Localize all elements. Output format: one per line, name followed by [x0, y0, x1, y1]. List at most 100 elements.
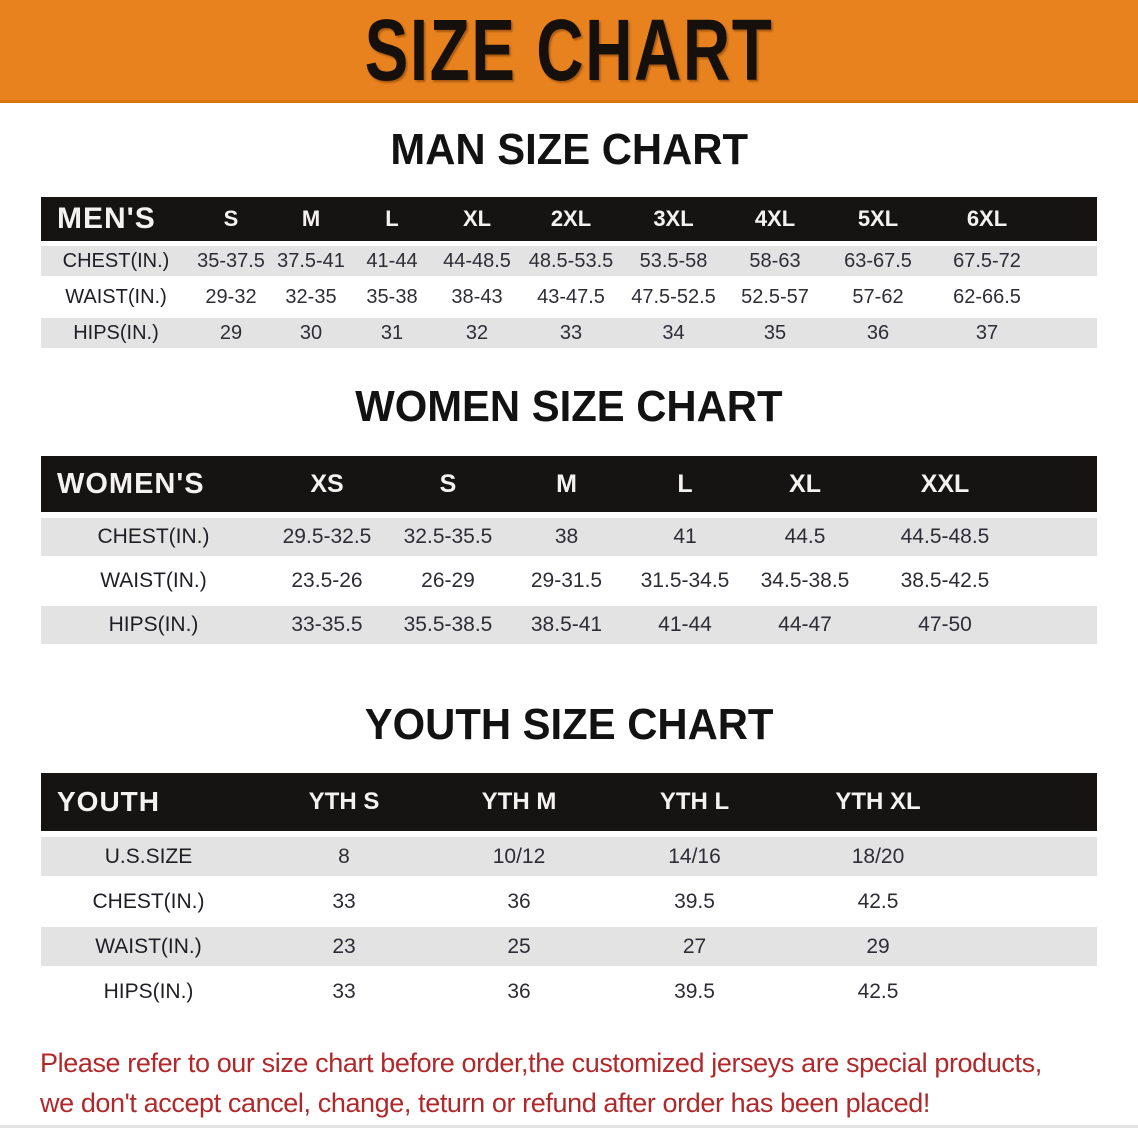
table-cell: 38: [508, 518, 625, 562]
row-label: CHEST(IN.): [41, 518, 266, 562]
table-cell: 39.5: [606, 882, 783, 927]
table-cell: 57-62: [824, 282, 932, 318]
order-disclaimer: Please refer to our size chart before or…: [40, 1043, 1108, 1123]
table-cell: 43-47.5: [521, 282, 621, 318]
row-label: CHEST(IN.): [41, 882, 256, 927]
youth-corner-label: YOUTH: [41, 773, 256, 837]
row-label: U.S.SIZE: [41, 837, 256, 882]
table-cell: 35.5-38.5: [388, 606, 508, 650]
disclaimer-line-1: Please refer to our size chart before or…: [40, 1048, 1042, 1078]
size-column-header: 3XL: [621, 197, 726, 246]
table-cell: 31: [351, 318, 433, 354]
table-cell: 44-47: [745, 606, 865, 650]
table-cell: 41: [625, 518, 745, 562]
table-cell: 35-38: [351, 282, 433, 318]
table-cell: 48.5-53.5: [521, 246, 621, 282]
table-cell: 8: [256, 837, 432, 882]
disclaimer-line-2: we don't accept cancel, change, teturn o…: [40, 1088, 930, 1118]
spacer-header: [1025, 456, 1097, 518]
spacer-header: [973, 773, 1097, 837]
spacer-cell: [1025, 518, 1097, 562]
table-cell: 36: [432, 882, 606, 927]
size-column-header: 6XL: [932, 197, 1042, 246]
table-cell: 41-44: [351, 246, 433, 282]
size-column-header: XXL: [865, 456, 1025, 518]
table-row: WAIST(IN.) 23.5-26 26-29 29-31.5 31.5-34…: [41, 562, 1097, 606]
spacer-cell: [973, 837, 1097, 882]
table-cell: 39.5: [606, 972, 783, 1017]
table-row: WAIST(IN.) 23 25 27 29: [41, 927, 1097, 972]
mens-size-table: MEN'S S M L XL 2XL 3XL 4XL 5XL 6XL CHEST…: [41, 197, 1097, 354]
table-cell: 33: [256, 972, 432, 1017]
table-cell: 25: [432, 927, 606, 972]
size-column-header: 5XL: [824, 197, 932, 246]
spacer-cell: [1025, 606, 1097, 650]
size-column-header: S: [388, 456, 508, 518]
table-cell: 44-48.5: [433, 246, 521, 282]
youth-section-heading: YOUTH SIZE CHART: [364, 700, 774, 749]
table-cell: 44.5: [745, 518, 865, 562]
table-cell: 37: [932, 318, 1042, 354]
table-cell: 62-66.5: [932, 282, 1042, 318]
size-column-header: YTH M: [432, 773, 606, 837]
table-row: U.S.SIZE 8 10/12 14/16 18/20: [41, 837, 1097, 882]
spacer-cell: [973, 882, 1097, 927]
table-row: WAIST(IN.) 29-32 32-35 35-38 38-43 43-47…: [41, 282, 1097, 318]
table-cell: 58-63: [726, 246, 824, 282]
table-cell: 42.5: [783, 972, 973, 1017]
table-cell: 33: [256, 882, 432, 927]
size-column-header: L: [625, 456, 745, 518]
table-cell: 38.5-41: [508, 606, 625, 650]
table-cell: 10/12: [432, 837, 606, 882]
size-column-header: XL: [433, 197, 521, 246]
table-cell: 47.5-52.5: [621, 282, 726, 318]
table-cell: 42.5: [783, 882, 973, 927]
womens-size-table: WOMEN'S XS S M L XL XXL CHEST(IN.) 29.5-…: [41, 456, 1097, 650]
row-label: HIPS(IN.): [41, 606, 266, 650]
table-row: HIPS(IN.) 33 36 39.5 42.5: [41, 972, 1097, 1017]
womens-corner-label: WOMEN'S: [41, 456, 266, 518]
table-cell: 29-31.5: [508, 562, 625, 606]
row-label: CHEST(IN.): [41, 246, 191, 282]
table-cell: 33-35.5: [266, 606, 388, 650]
table-cell: 26-29: [388, 562, 508, 606]
spacer-header: [1042, 197, 1097, 246]
table-cell: 36: [824, 318, 932, 354]
table-cell: 67.5-72: [932, 246, 1042, 282]
table-cell: 34.5-38.5: [745, 562, 865, 606]
row-label: WAIST(IN.): [41, 927, 256, 972]
table-cell: 32-35: [271, 282, 351, 318]
table-cell: 27: [606, 927, 783, 972]
row-label: HIPS(IN.): [41, 972, 256, 1017]
size-column-header: 2XL: [521, 197, 621, 246]
man-section-heading: MAN SIZE CHART: [390, 125, 748, 174]
table-cell: 38-43: [433, 282, 521, 318]
women-section-heading: WOMEN SIZE CHART: [355, 382, 783, 431]
table-cell: 32: [433, 318, 521, 354]
table-cell: 34: [621, 318, 726, 354]
womens-header-row: WOMEN'S XS S M L XL XXL: [41, 456, 1097, 518]
spacer-cell: [1042, 246, 1097, 282]
table-cell: 14/16: [606, 837, 783, 882]
size-column-header: YTH XL: [783, 773, 973, 837]
table-cell: 47-50: [865, 606, 1025, 650]
row-label: HIPS(IN.): [41, 318, 191, 354]
mens-corner-label: MEN'S: [41, 197, 191, 246]
spacer-cell: [973, 927, 1097, 972]
table-cell: 29-32: [191, 282, 271, 318]
table-cell: 29.5-32.5: [266, 518, 388, 562]
table-cell: 18/20: [783, 837, 973, 882]
size-column-header: S: [191, 197, 271, 246]
table-cell: 35-37.5: [191, 246, 271, 282]
size-column-header: YTH L: [606, 773, 783, 837]
table-cell: 30: [271, 318, 351, 354]
mens-header-row: MEN'S S M L XL 2XL 3XL 4XL 5XL 6XL: [41, 197, 1097, 246]
size-column-header: XS: [266, 456, 388, 518]
size-column-header: XL: [745, 456, 865, 518]
table-cell: 41-44: [625, 606, 745, 650]
spacer-cell: [1042, 282, 1097, 318]
table-cell: 23: [256, 927, 432, 972]
table-cell: 44.5-48.5: [865, 518, 1025, 562]
size-chart-banner: SIZE CHART: [0, 0, 1138, 103]
size-column-header: M: [271, 197, 351, 246]
